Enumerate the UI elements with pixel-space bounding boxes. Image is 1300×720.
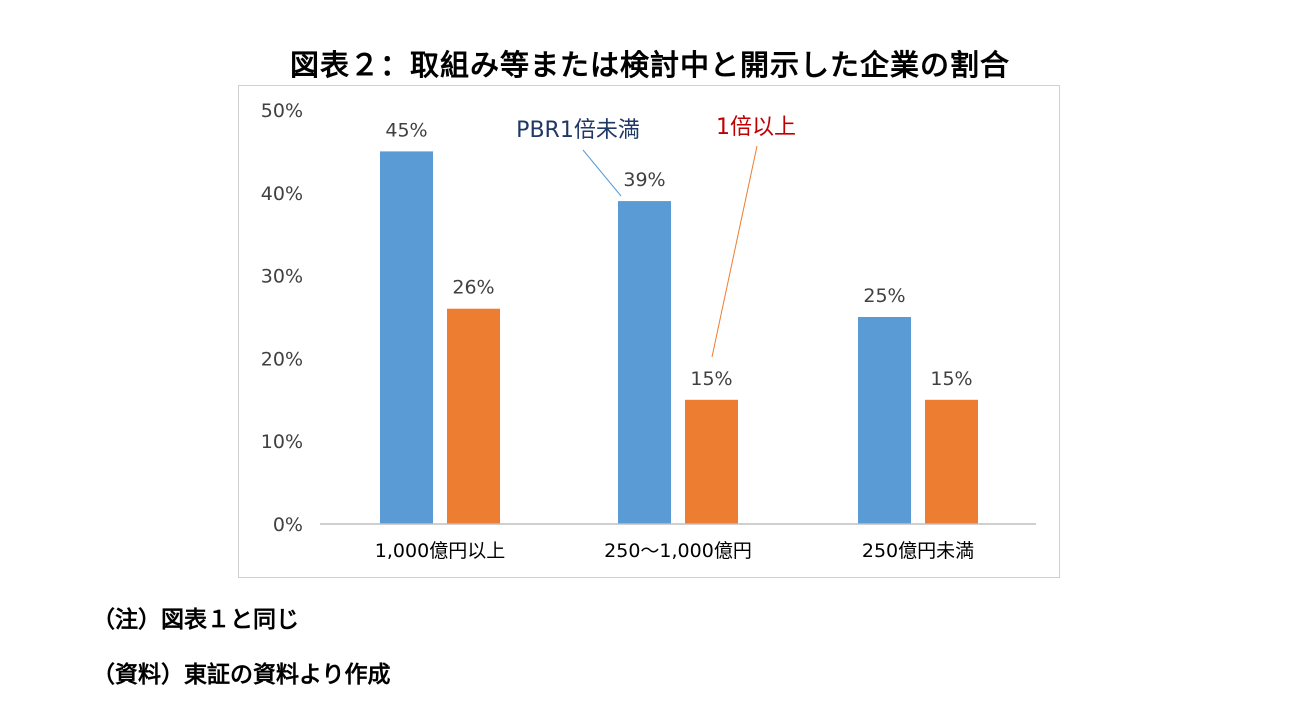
callout-leader-line [711,145,758,358]
x-tick-label: 250億円未満 [862,540,974,562]
series-callout-label: PBR1倍未満 [516,118,640,143]
data-label: 39% [623,169,665,191]
bar [858,317,911,524]
data-label: 26% [452,277,494,299]
chart-title: 図表２：取組み等または検討中と開示した企業の割合 [289,48,1010,82]
y-tick-label: 20% [261,348,303,370]
series-callout-label: 1倍以上 [716,115,796,140]
x-tick-label: 250～1,000億円 [604,540,752,562]
y-tick-label: 50% [261,100,303,122]
bar [925,399,978,524]
data-label: 15% [690,368,732,390]
bar [618,201,671,524]
y-tick-label: 40% [261,183,303,205]
bar [447,308,500,524]
callout-leader-line [582,149,622,197]
x-tick-label: 1,000億円以上 [375,540,505,562]
bar [380,151,433,524]
note-data-source: （資料）東証の資料より作成 [92,662,391,688]
data-label: 15% [930,368,972,390]
data-label: 45% [385,119,427,141]
y-tick-label: 0% [273,514,303,536]
bar [685,399,738,524]
note-source: （注）図表１と同じ [92,607,299,633]
y-tick-label: 10% [261,431,303,453]
data-label: 25% [863,285,905,307]
y-tick-label: 30% [261,266,303,288]
